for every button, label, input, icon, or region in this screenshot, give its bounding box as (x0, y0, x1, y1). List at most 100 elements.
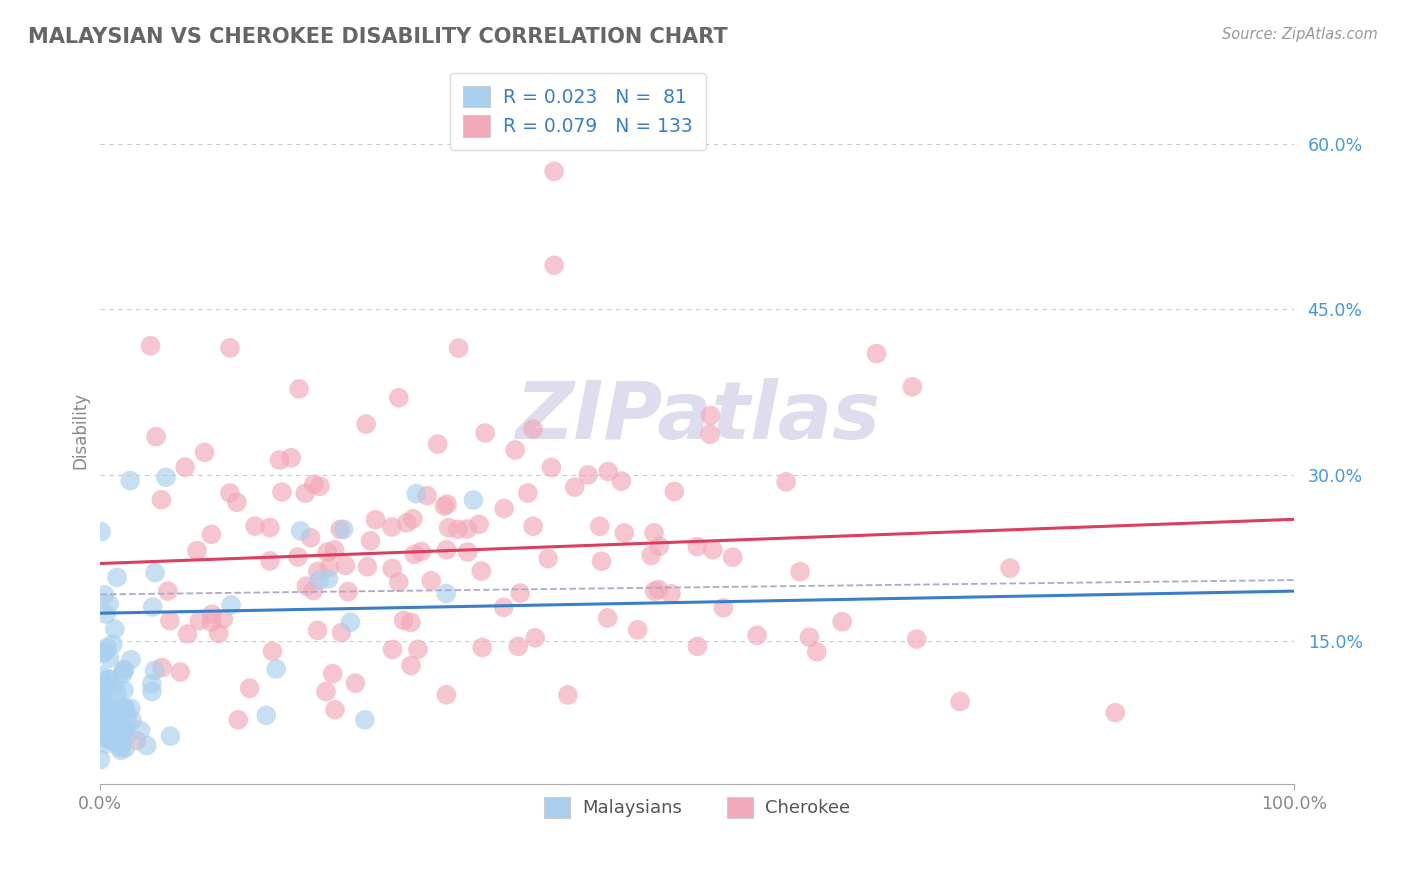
Point (93, 683, 115, 698)
Point (90, 730, 112, 744)
Point (721, 550, 744, 565)
Point (335, 558, 357, 573)
Point (96, 640, 118, 655)
Point (239, 681, 262, 696)
Point (108, 704, 131, 718)
Point (110, 738, 132, 752)
Point (949, 695, 972, 709)
Point (433, 499, 456, 513)
Point (436, 497, 458, 511)
Point (98, 717, 121, 731)
Point (434, 586, 457, 600)
Point (176, 627, 198, 641)
Point (745, 628, 768, 642)
Point (186, 543, 208, 558)
Point (470, 564, 492, 578)
Point (225, 495, 247, 509)
Point (330, 625, 353, 640)
Point (557, 688, 579, 702)
Point (799, 630, 821, 644)
Point (90, 718, 112, 732)
Point (457, 545, 479, 559)
Point (143, 664, 166, 678)
Point (543, 164, 565, 178)
Point (156, 584, 179, 599)
Point (159, 614, 181, 628)
Point (516, 486, 538, 500)
Point (354, 417, 377, 431)
Point (308, 574, 330, 588)
Point (93, 725, 115, 739)
Point (775, 475, 797, 489)
Point (139, 339, 162, 353)
Point (318, 572, 340, 586)
Point (114, 703, 136, 717)
Point (468, 517, 491, 532)
Point (509, 586, 531, 600)
Point (201, 607, 224, 622)
Point (406, 642, 429, 657)
Point (591, 554, 613, 568)
Point (474, 425, 496, 440)
Point (702, 542, 724, 557)
Point (402, 512, 425, 526)
Point (104, 622, 127, 636)
Point (492, 600, 515, 615)
Point (104, 719, 127, 733)
Point (91, 646, 114, 660)
Point (388, 391, 411, 405)
Point (120, 652, 142, 666)
Point (789, 565, 811, 579)
Point (115, 721, 138, 735)
Point (295, 579, 318, 593)
Point (302, 583, 325, 598)
Point (337, 584, 360, 599)
Point (100, 698, 122, 712)
Point (98, 597, 121, 611)
Point (290, 524, 312, 538)
Point (243, 519, 266, 533)
Point (596, 611, 619, 625)
Point (381, 642, 404, 657)
Point (269, 453, 291, 467)
Point (101, 637, 124, 651)
Point (356, 559, 378, 574)
Point (98, 731, 121, 745)
Point (219, 341, 242, 355)
Point (381, 561, 404, 575)
Point (254, 708, 277, 723)
Point (434, 688, 457, 702)
Text: ZIPatlas: ZIPatlas (515, 378, 880, 456)
Point (404, 547, 426, 561)
Point (508, 640, 530, 654)
Point (647, 582, 669, 597)
Point (613, 526, 636, 541)
Point (436, 542, 458, 557)
Point (524, 631, 547, 645)
Point (135, 739, 157, 753)
Point (287, 549, 309, 564)
Point (262, 644, 284, 658)
Point (322, 666, 344, 681)
Point (806, 645, 828, 659)
Point (998, 561, 1021, 575)
Point (114, 700, 136, 714)
Point (212, 612, 235, 626)
Text: MALAYSIAN VS CHEROKEE DISABILITY CORRELATION CHART: MALAYSIAN VS CHEROKEE DISABILITY CORRELA… (28, 27, 728, 46)
Point (831, 615, 853, 629)
Point (686, 640, 709, 654)
Point (381, 520, 404, 534)
Point (98, 707, 121, 722)
Point (91, 690, 114, 704)
Point (125, 733, 148, 747)
Point (145, 430, 167, 444)
Point (344, 676, 367, 690)
Point (426, 437, 449, 451)
Point (111, 666, 134, 681)
Point (309, 479, 332, 493)
Point (664, 484, 686, 499)
Point (302, 477, 325, 491)
Point (142, 599, 165, 614)
Point (576, 467, 599, 482)
Point (129, 723, 152, 738)
